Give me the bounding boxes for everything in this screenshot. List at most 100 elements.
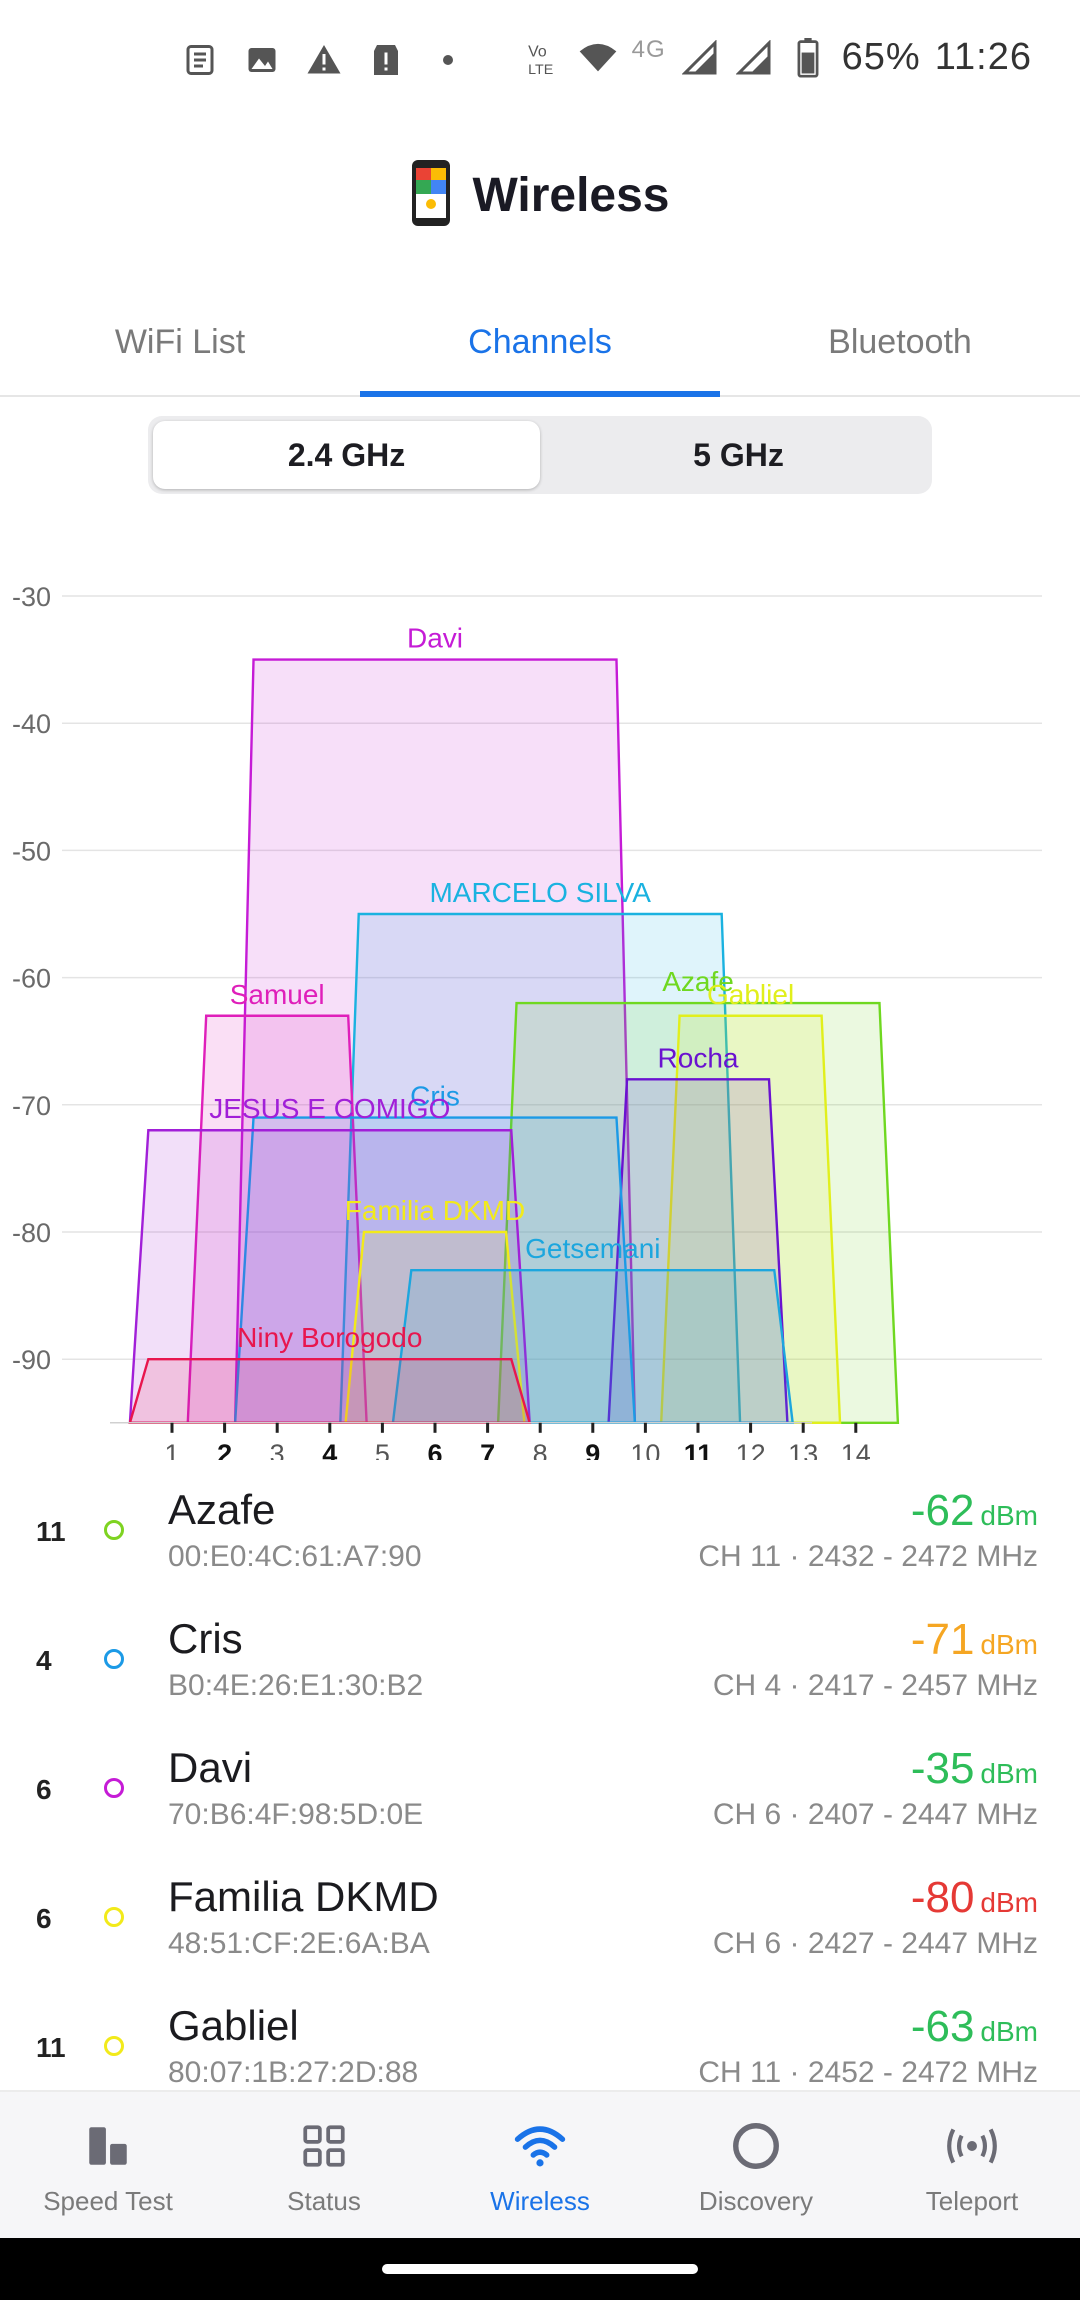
wifi-icon bbox=[510, 2116, 570, 2176]
circle-icon bbox=[726, 2116, 786, 2176]
channel-number: 4 bbox=[36, 1645, 52, 1676]
channel-info: CH 6 · 2427 - 2447 MHz bbox=[712, 1927, 1038, 1960]
y-tick-label: -70 bbox=[12, 1091, 51, 1121]
x-tick-label: 4 bbox=[322, 1439, 337, 1460]
network-label: Samuel bbox=[230, 979, 325, 1010]
list-item[interactable]: 4 Cris B0:4E:26:E1:30:B2 -71 dBm CH 4 · 2… bbox=[0, 1589, 1080, 1718]
status-bar: Vo LTE 4G 65% 11:26 bbox=[0, 0, 1080, 120]
bottom-nav: Speed Test Status Wireless Discovery Tel… bbox=[0, 2090, 1080, 2240]
signal-value: -63 bbox=[910, 2002, 975, 2051]
network-label: Niny Borogodo bbox=[237, 1322, 422, 1353]
list-item[interactable]: 6 Davi 70:B6:4F:98:5D:0E -35 dBm CH 6 · 2… bbox=[0, 1718, 1080, 1847]
signal-unit: dBm bbox=[980, 1887, 1038, 1918]
channel-number: 6 bbox=[36, 1774, 52, 1805]
signal-icon bbox=[680, 38, 720, 78]
warning-icon bbox=[304, 40, 344, 80]
network-color-dot bbox=[104, 1649, 124, 1669]
bar-chart-icon bbox=[78, 2116, 138, 2176]
home-indicator bbox=[382, 2264, 698, 2274]
x-tick-label: 7 bbox=[480, 1439, 495, 1460]
network-label: Gabliel bbox=[707, 979, 794, 1010]
signal-icon bbox=[734, 38, 774, 78]
band-toggle: 2.4 GHz 5 GHz bbox=[148, 416, 932, 494]
page-header: Wireless bbox=[0, 155, 1080, 235]
band-2-4-ghz-button[interactable]: 2.4 GHz bbox=[153, 421, 540, 489]
page-title: Wireless bbox=[472, 168, 670, 222]
x-tick-label: 9 bbox=[585, 1439, 600, 1460]
network-label: JESUS E COMIGO bbox=[209, 1093, 450, 1124]
tab-channels[interactable]: Channels bbox=[360, 290, 720, 397]
signal-value: -80 bbox=[910, 1873, 975, 1922]
nav-label: Status bbox=[287, 2185, 361, 2216]
network-label: Azafe bbox=[662, 966, 734, 997]
svg-text:LTE: LTE bbox=[528, 61, 553, 76]
band-5-ghz-button[interactable]: 5 GHz bbox=[693, 436, 784, 473]
signal-strength: -62 dBm bbox=[911, 1486, 1038, 1536]
signal-unit: dBm bbox=[980, 1629, 1038, 1660]
channel-number: 11 bbox=[36, 2032, 66, 2063]
network-name: Davi bbox=[168, 1744, 253, 1791]
channel-number: 6 bbox=[36, 1903, 52, 1934]
network-label: Familia DKMD bbox=[345, 1195, 525, 1226]
y-tick-label: -30 bbox=[12, 582, 51, 612]
network-label: Davi bbox=[407, 623, 463, 654]
volte-icon: Vo LTE bbox=[524, 38, 564, 78]
x-tick-label: 3 bbox=[270, 1439, 285, 1460]
signal-strength: -35 dBm bbox=[911, 1744, 1038, 1794]
network-area bbox=[128, 1358, 532, 1424]
network-name: Cris bbox=[168, 1615, 243, 1662]
tab-wifi-list[interactable]: WiFi List bbox=[114, 323, 246, 361]
nav-label: Wireless bbox=[490, 2185, 590, 2216]
gesture-bar bbox=[0, 2238, 1080, 2300]
network-name: Familia DKMD bbox=[168, 1873, 439, 1920]
list-item[interactable]: 11 Azafe 00:E0:4C:61:A7:90 -62 dBm CH 11 … bbox=[0, 1460, 1080, 1589]
nav-speed-test[interactable]: Speed Test bbox=[0, 2092, 216, 2240]
x-tick-label: 2 bbox=[217, 1439, 232, 1460]
x-tick-label: 11 bbox=[684, 1439, 713, 1460]
network-name: Gabliel bbox=[168, 2002, 299, 2049]
y-tick-label: -40 bbox=[12, 709, 51, 739]
mac-address: B0:4E:26:E1:30:B2 bbox=[168, 1669, 424, 1702]
tab-bar: WiFi List Channels Bluetooth bbox=[0, 290, 1080, 397]
nav-teleport[interactable]: Teleport bbox=[864, 2092, 1080, 2240]
network-color-dot bbox=[104, 1907, 124, 1927]
news-icon bbox=[180, 40, 220, 80]
y-tick-label: -90 bbox=[12, 1345, 51, 1375]
mac-address: 80:07:1B:27:2D:88 bbox=[168, 2056, 419, 2089]
x-tick-label: 1 bbox=[164, 1439, 179, 1460]
svg-text:Vo: Vo bbox=[528, 43, 547, 60]
nav-discovery[interactable]: Discovery bbox=[648, 2092, 864, 2240]
signal-unit: dBm bbox=[980, 2016, 1038, 2047]
nav-label: Speed Test bbox=[43, 2185, 173, 2216]
channel-chart: -30 -40 -50 -60 -70 -80 -90 Davi MARCELO SILVA Sa… bbox=[12, 582, 1042, 1460]
x-tick-label: 13 bbox=[788, 1439, 818, 1460]
network-label: Rocha bbox=[658, 1042, 739, 1073]
network-color-dot bbox=[104, 1520, 124, 1540]
nav-label: Teleport bbox=[925, 2185, 1019, 2216]
nav-wireless[interactable]: Wireless bbox=[432, 2092, 648, 2240]
tab-bluetooth[interactable]: Bluetooth bbox=[828, 323, 972, 361]
network-label: Cris bbox=[410, 1081, 460, 1112]
nav-status[interactable]: Status bbox=[216, 2092, 432, 2240]
dot-icon bbox=[428, 40, 468, 80]
image-icon bbox=[242, 40, 282, 80]
list-item[interactable]: 6 Familia DKMD 48:51:CF:2E:6A:BA -80 dBm … bbox=[0, 1847, 1080, 1976]
clock: 11:26 bbox=[934, 36, 1032, 78]
phone-icon bbox=[410, 158, 452, 233]
network-type: 4G bbox=[631, 35, 666, 63]
network-label: Getsemani bbox=[525, 1233, 660, 1264]
signal-strength: -63 dBm bbox=[911, 2002, 1038, 2052]
battery-icon bbox=[788, 37, 828, 78]
y-tick-label: -60 bbox=[12, 964, 51, 994]
battery-level: 65% bbox=[841, 36, 921, 78]
signal-unit: dBm bbox=[980, 1758, 1038, 1789]
mac-address: 48:51:CF:2E:6A:BA bbox=[168, 1927, 430, 1960]
x-tick-label: 10 bbox=[630, 1439, 660, 1460]
signal-value: -35 bbox=[910, 1744, 975, 1793]
nav-label: Discovery bbox=[698, 2185, 814, 2216]
channel-number: 11 bbox=[36, 1516, 66, 1547]
wifi-icon bbox=[578, 38, 618, 78]
list-item[interactable]: 11 Gabliel 80:07:1B:27:2D:88 -63 dBm CH 1… bbox=[0, 1976, 1080, 2090]
channel-info: CH 4 · 2417 - 2457 MHz bbox=[712, 1669, 1038, 1702]
channel-info: CH 6 · 2407 - 2447 MHz bbox=[712, 1798, 1038, 1831]
